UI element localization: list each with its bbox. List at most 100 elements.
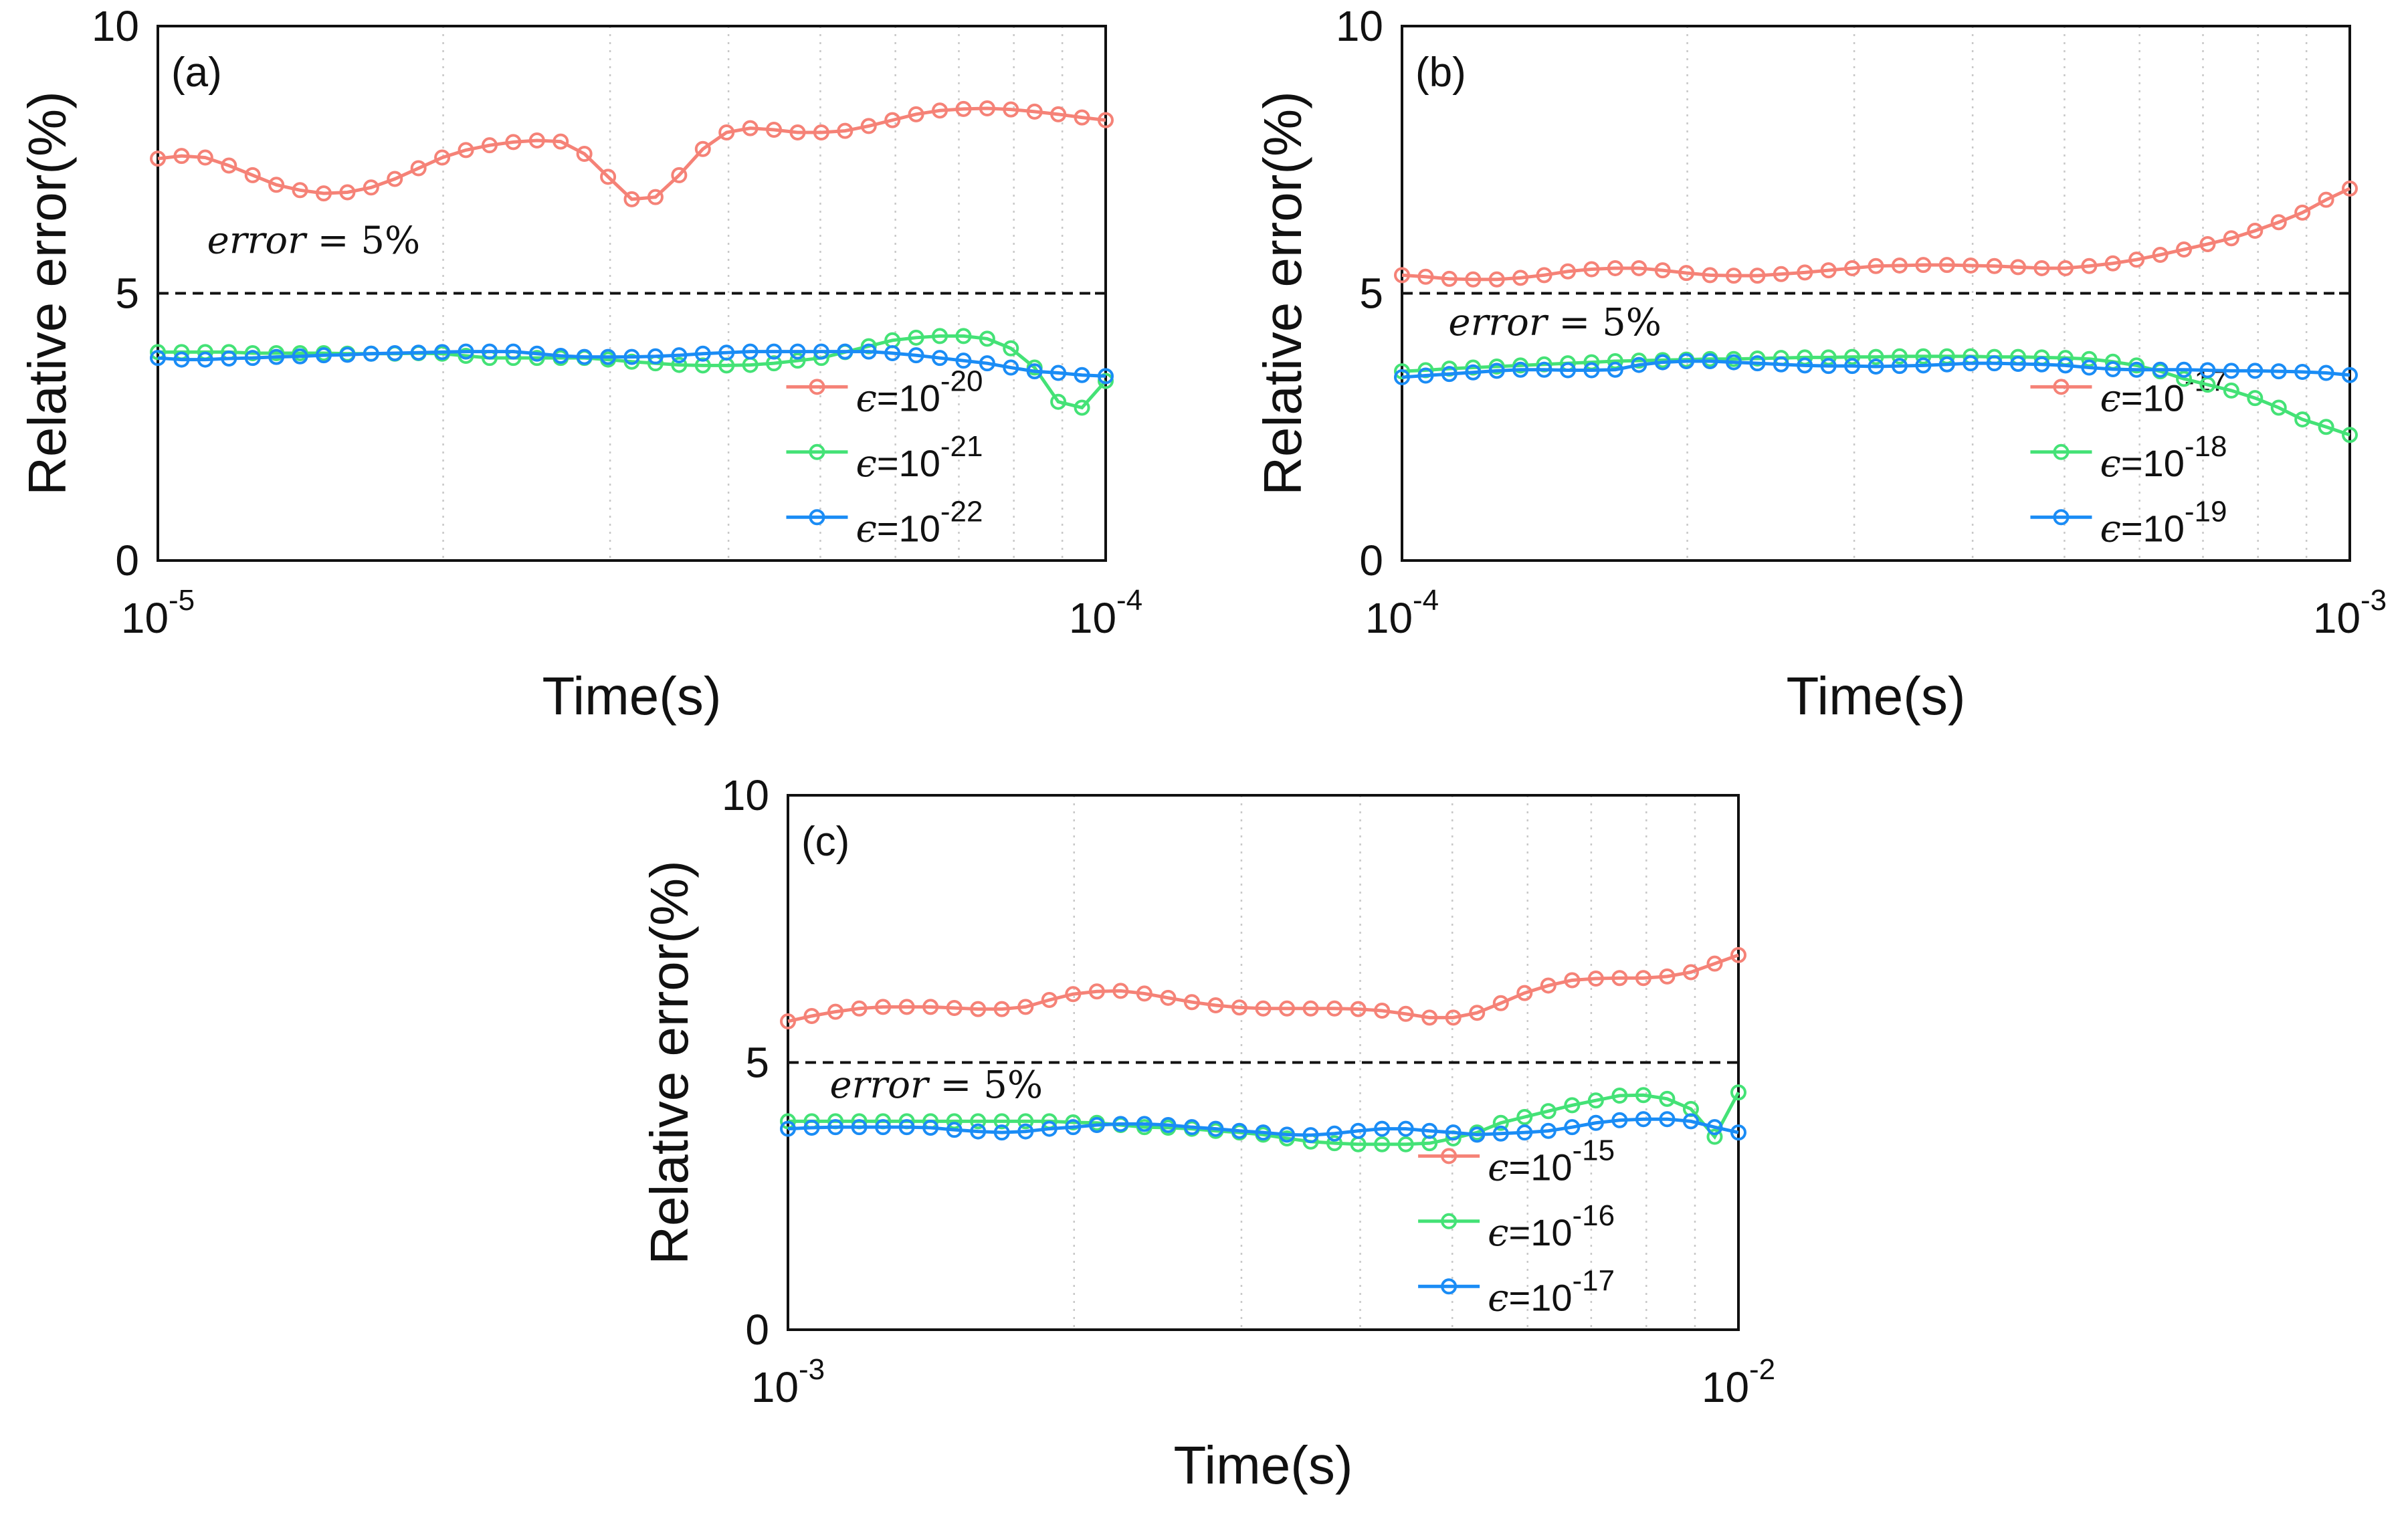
data-point [1098,373,1114,389]
data-point [932,102,948,119]
series-line [157,106,1106,201]
data-point [2033,356,2050,373]
x-tick-base: 10 [2313,594,2361,642]
legend-exponent: -20 [940,365,983,397]
data-point [1421,1122,1438,1139]
legend-epsilon: ϵ [856,507,876,550]
data-point [1065,1119,1082,1136]
data-point [1421,1009,1438,1026]
data-point [1564,972,1581,989]
panel-label: (a) [171,49,222,96]
series-2 [150,343,1114,385]
data-point [2152,246,2169,263]
data-point [955,352,972,369]
data-point [922,999,939,1015]
legend-epsilon: ϵ [1488,1276,1508,1320]
data-point [1160,1116,1177,1133]
data-point [979,330,995,347]
legend-entry: ϵ=10-20 [786,365,983,420]
data-point [718,124,735,141]
data-point [837,122,854,139]
data-point [1536,361,1552,378]
data-point [2104,255,2121,272]
x-tick-label: 10-5 [121,584,195,642]
data-point [1041,992,1058,1009]
data-point [1797,357,1813,374]
legend-base: =10 [877,442,940,484]
data-point [1003,101,1019,118]
data-point [671,357,688,373]
data-point [1003,340,1019,357]
data-point [955,328,972,344]
data-point [1844,348,1861,365]
data-point [2081,350,2098,367]
data-point [1702,267,1718,284]
data-point [1183,1119,1200,1136]
data-point [1678,352,1695,369]
data-point [803,1007,820,1024]
data-point [922,1119,939,1136]
data-point [1441,270,1458,287]
data-point [2318,191,2334,208]
data-point [860,118,877,134]
data-point [2176,371,2193,387]
data-point [1631,260,1647,276]
y-axis-label: Relative error(%) [17,91,77,496]
data-point [1231,1122,1247,1139]
data-point [946,1122,963,1138]
panel-label: (c) [801,819,849,865]
x-tick-label: 10-3 [2313,584,2387,642]
data-point [481,137,498,154]
data-point [1587,1092,1604,1109]
data-point [1659,968,1676,985]
data-point [2294,411,2311,428]
x-tick-exponent: -4 [1116,584,1142,617]
data-point [2223,363,2239,379]
data-point [970,1001,987,1017]
data-point [1088,983,1105,1000]
data-point [600,348,617,365]
data-point [1417,268,1434,285]
data-point [505,134,522,150]
data-point [1026,103,1043,120]
data-point [292,182,308,199]
legend-entry: ϵ=10-21 [786,430,983,486]
data-point [410,160,427,177]
series-0 [150,100,1114,207]
annotation-italic: error [830,1063,930,1107]
data-point [150,350,166,367]
data-point [1564,1097,1581,1114]
data-point [1749,268,1766,284]
data-point [2318,419,2334,435]
data-point [1394,267,1410,284]
y-tick-label: 0 [745,1306,769,1354]
data-point [1017,999,1034,1015]
data-point [851,1119,868,1136]
data-point [1587,1114,1604,1131]
legend-base: =10 [877,507,940,549]
data-point [268,348,285,365]
data-point [1915,348,1932,365]
data-point [789,352,806,369]
y-tick-label: 10 [722,771,769,819]
data-point [173,351,190,368]
legend-epsilon: ϵ [1488,1146,1508,1189]
data-point [1017,1113,1034,1130]
data-point [1773,356,1789,373]
y-tick-label: 5 [1359,270,1383,318]
data-point [1326,1000,1343,1017]
data-point [576,145,593,162]
legend-marker [2053,509,2070,526]
data-point [1635,1111,1651,1128]
data-point [1730,1124,1746,1141]
x-tick-base: 10 [1365,594,1413,642]
data-point [932,328,948,344]
reference-annotation: error = 5% [207,219,421,263]
data-point [1255,1000,1272,1017]
data-point [505,343,522,360]
x-tick-base: 10 [121,594,169,642]
data-point [387,171,403,187]
